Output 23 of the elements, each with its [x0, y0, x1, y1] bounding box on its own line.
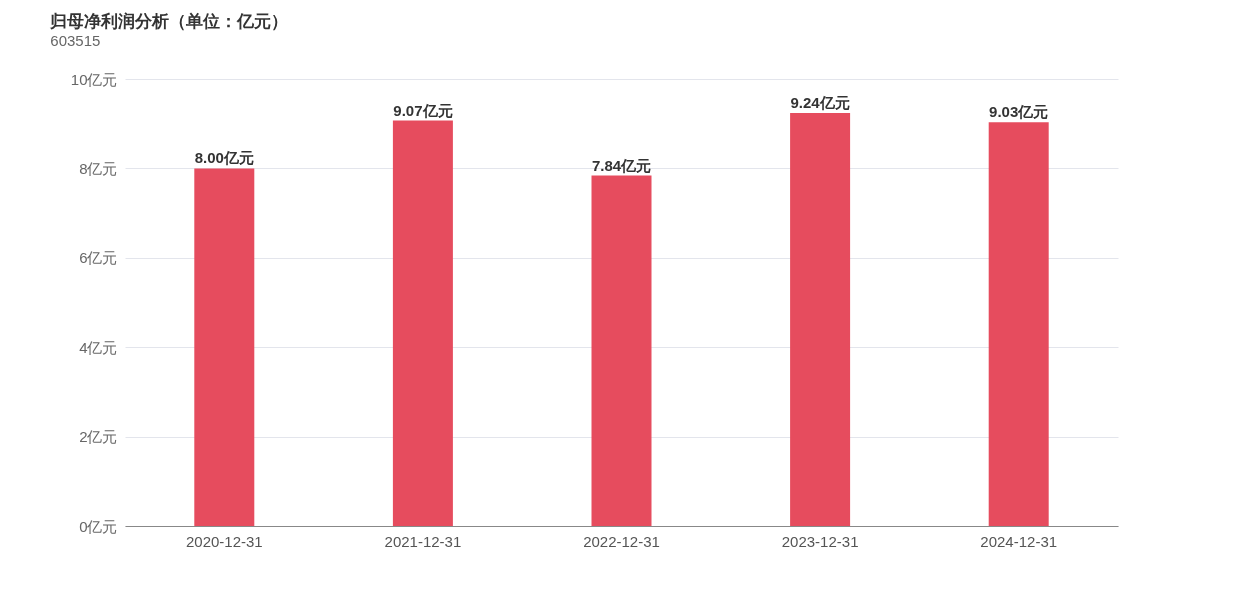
y-tick-label: 8亿元 — [79, 159, 118, 177]
bar — [988, 122, 1049, 526]
text: 7.84亿元 — [591, 156, 652, 174]
y-tick-label: 6亿元 — [79, 249, 118, 267]
x-tick-label: 2020-12-31 — [185, 532, 263, 550]
bar — [591, 175, 652, 526]
y-tick-label: 10亿元 — [70, 70, 118, 88]
x-tick-label: 2022-12-31 — [583, 532, 660, 550]
y-tick-label: 0亿元 — [79, 517, 118, 535]
bar — [194, 168, 255, 526]
text: 8.00亿元 — [194, 149, 254, 167]
x-tick-label: 2024-12-31 — [980, 532, 1058, 550]
chart-subtitle: 603515 — [50, 32, 101, 49]
x-tick-label: 2023-12-31 — [781, 532, 859, 550]
x-tick-label: 2021-12-31 — [384, 532, 462, 550]
text: 9.07亿元 — [393, 101, 453, 119]
bar — [790, 112, 851, 526]
text: 9.24亿元 — [790, 93, 850, 111]
y-tick-label: 4亿元 — [79, 338, 118, 356]
bar — [392, 120, 453, 526]
chart-title: 归母净利润分析（单位：亿元） — [49, 12, 289, 31]
text: 9.03亿元 — [989, 103, 1049, 121]
y-tick-label: 2亿元 — [79, 428, 118, 446]
